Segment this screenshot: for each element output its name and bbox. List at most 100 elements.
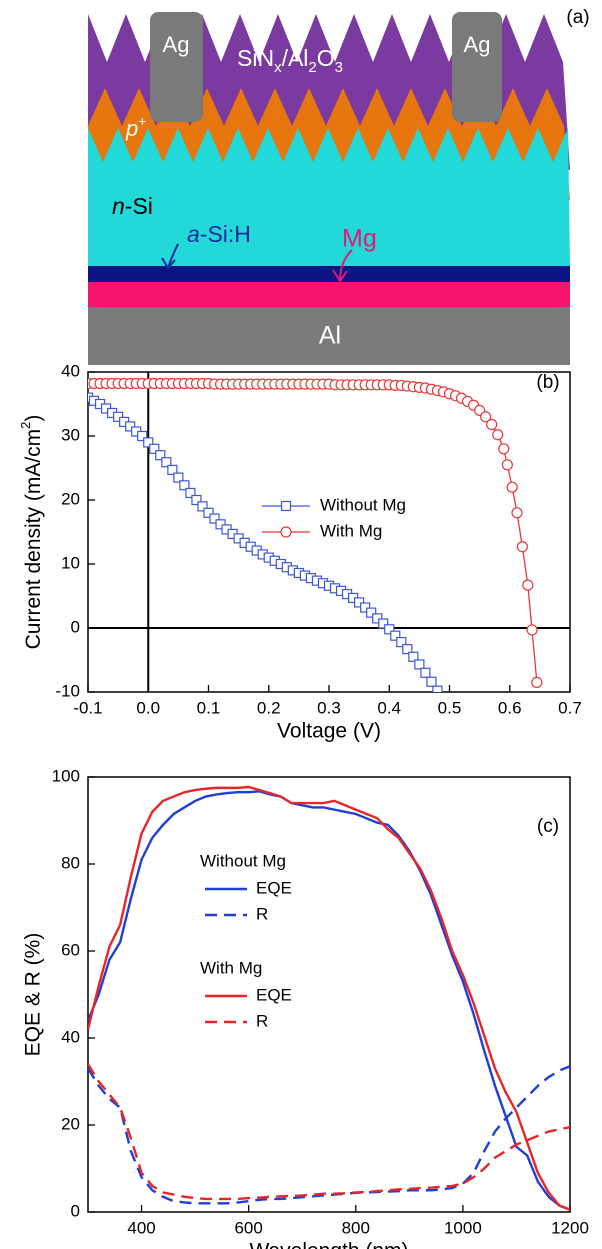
text-part: -Si:H <box>200 221 251 247</box>
legend-label: Without Mg <box>320 495 406 514</box>
panel-label: (c) <box>537 816 559 837</box>
marker <box>161 457 172 468</box>
text-part: ) <box>22 415 45 422</box>
y-tick-label: 30 <box>61 425 80 444</box>
x-axis-label: Voltage (V) <box>277 720 381 743</box>
marker <box>191 494 202 506</box>
marker <box>179 480 190 491</box>
y-tick-label: 60 <box>61 940 80 959</box>
marker <box>501 459 513 471</box>
x-tick-label: 0.3 <box>317 698 341 717</box>
y-tick-label: 100 <box>52 766 80 785</box>
y-axis-label: EQE & R (%) <box>22 933 45 1057</box>
y-axis-label: Current density (mA/cm2) <box>18 415 45 650</box>
marker <box>432 685 443 692</box>
y-tick-label: 0 <box>71 617 80 636</box>
marker <box>125 421 136 432</box>
marker <box>137 430 148 442</box>
text-part: a <box>187 221 200 247</box>
legend-marker <box>280 500 292 512</box>
metal-layer <box>88 282 570 307</box>
marker <box>396 636 407 648</box>
marker <box>209 513 220 524</box>
device-diagram <box>88 12 570 365</box>
x-tick-label: 0.0 <box>136 698 160 717</box>
base-layer <box>88 128 570 266</box>
contact <box>452 12 502 122</box>
marker <box>384 624 395 635</box>
metal-layer-label: Mg <box>342 225 377 253</box>
y-tick-label: -10 <box>55 681 80 700</box>
marker <box>354 597 365 608</box>
text-part: + <box>138 113 146 129</box>
marker <box>113 411 124 422</box>
text-part: x <box>274 59 282 76</box>
x-axis-label: Wavelength (nm) <box>249 1240 408 1249</box>
interlayer-label: a-Si:H <box>187 221 251 247</box>
text-part: Current density (mA/cm <box>22 429 45 650</box>
electrode-label: Al <box>319 322 341 350</box>
x-tick-label: 800 <box>342 1218 370 1237</box>
arrow <box>332 249 353 283</box>
marker <box>506 481 518 493</box>
marker <box>426 676 437 687</box>
marker <box>390 630 401 641</box>
plot-frame <box>87 371 571 693</box>
marker <box>486 418 498 431</box>
arrow <box>161 243 179 270</box>
passivation-label: SiNx/Al2O3 <box>237 45 343 76</box>
marker <box>197 501 208 512</box>
marker <box>402 644 413 655</box>
legend-label: With Mg <box>320 521 382 540</box>
x-tick-label: 1000 <box>444 1218 482 1237</box>
marker <box>531 676 543 689</box>
contact <box>150 12 203 122</box>
plot: -0.1 0.0 0.1 0.2 0.3 0.4 0.5 0.6 0.7 -10 0 10 20 30 40… <box>18 361 582 742</box>
marker <box>203 507 214 518</box>
marker <box>522 579 534 591</box>
y-tick-label: 40 <box>61 1027 80 1046</box>
plot-frame <box>87 776 571 1213</box>
marker <box>167 464 178 476</box>
legend-title: Without Mg <box>200 851 286 870</box>
marker <box>215 519 226 530</box>
text-part: /Al <box>282 45 309 71</box>
series-line <box>88 1065 570 1205</box>
marker <box>480 411 492 423</box>
text-part: 3 <box>335 59 343 76</box>
contact-label: Ag <box>163 32 190 57</box>
y-tick-label: 80 <box>61 853 80 872</box>
x-tick-label: 0.5 <box>438 698 462 717</box>
panel-label: (a) <box>566 7 589 28</box>
x-tick-label: 0.4 <box>377 698 401 717</box>
x-tick-label: -0.1 <box>73 698 102 717</box>
marker <box>516 541 529 553</box>
diagram-labels: (a) Ag Ag SiNx/Al2O3 p+ n-Si a-Si:H Mg A… <box>112 7 590 350</box>
marker <box>185 487 196 499</box>
interlayer <box>88 266 570 282</box>
marker <box>414 659 425 670</box>
marker <box>149 443 160 454</box>
series-line <box>88 382 538 683</box>
marker <box>511 507 523 519</box>
text-part: 2 <box>18 422 33 429</box>
contact-label: Ag <box>464 32 491 57</box>
legend-marker <box>280 526 292 538</box>
electrode <box>88 307 570 365</box>
plot: 400 600 800 1000 1200 0 20 40 60 80 100 Wavelength … <box>22 766 589 1249</box>
emitter-label: p+ <box>125 113 146 141</box>
y-tick-label: 20 <box>61 489 80 508</box>
x-tick-label: 0.6 <box>498 698 522 717</box>
panel-label: (b) <box>536 372 559 393</box>
x-tick-label: 400 <box>127 1218 155 1237</box>
marker <box>420 667 431 678</box>
marker <box>498 443 510 455</box>
marker <box>492 429 504 441</box>
legend-label: R <box>256 904 268 923</box>
series-line <box>88 1063 570 1201</box>
x-tick-label: 600 <box>234 1218 262 1237</box>
marker <box>155 450 166 461</box>
marker <box>526 624 538 636</box>
y-tick-label: 0 <box>71 1201 80 1220</box>
